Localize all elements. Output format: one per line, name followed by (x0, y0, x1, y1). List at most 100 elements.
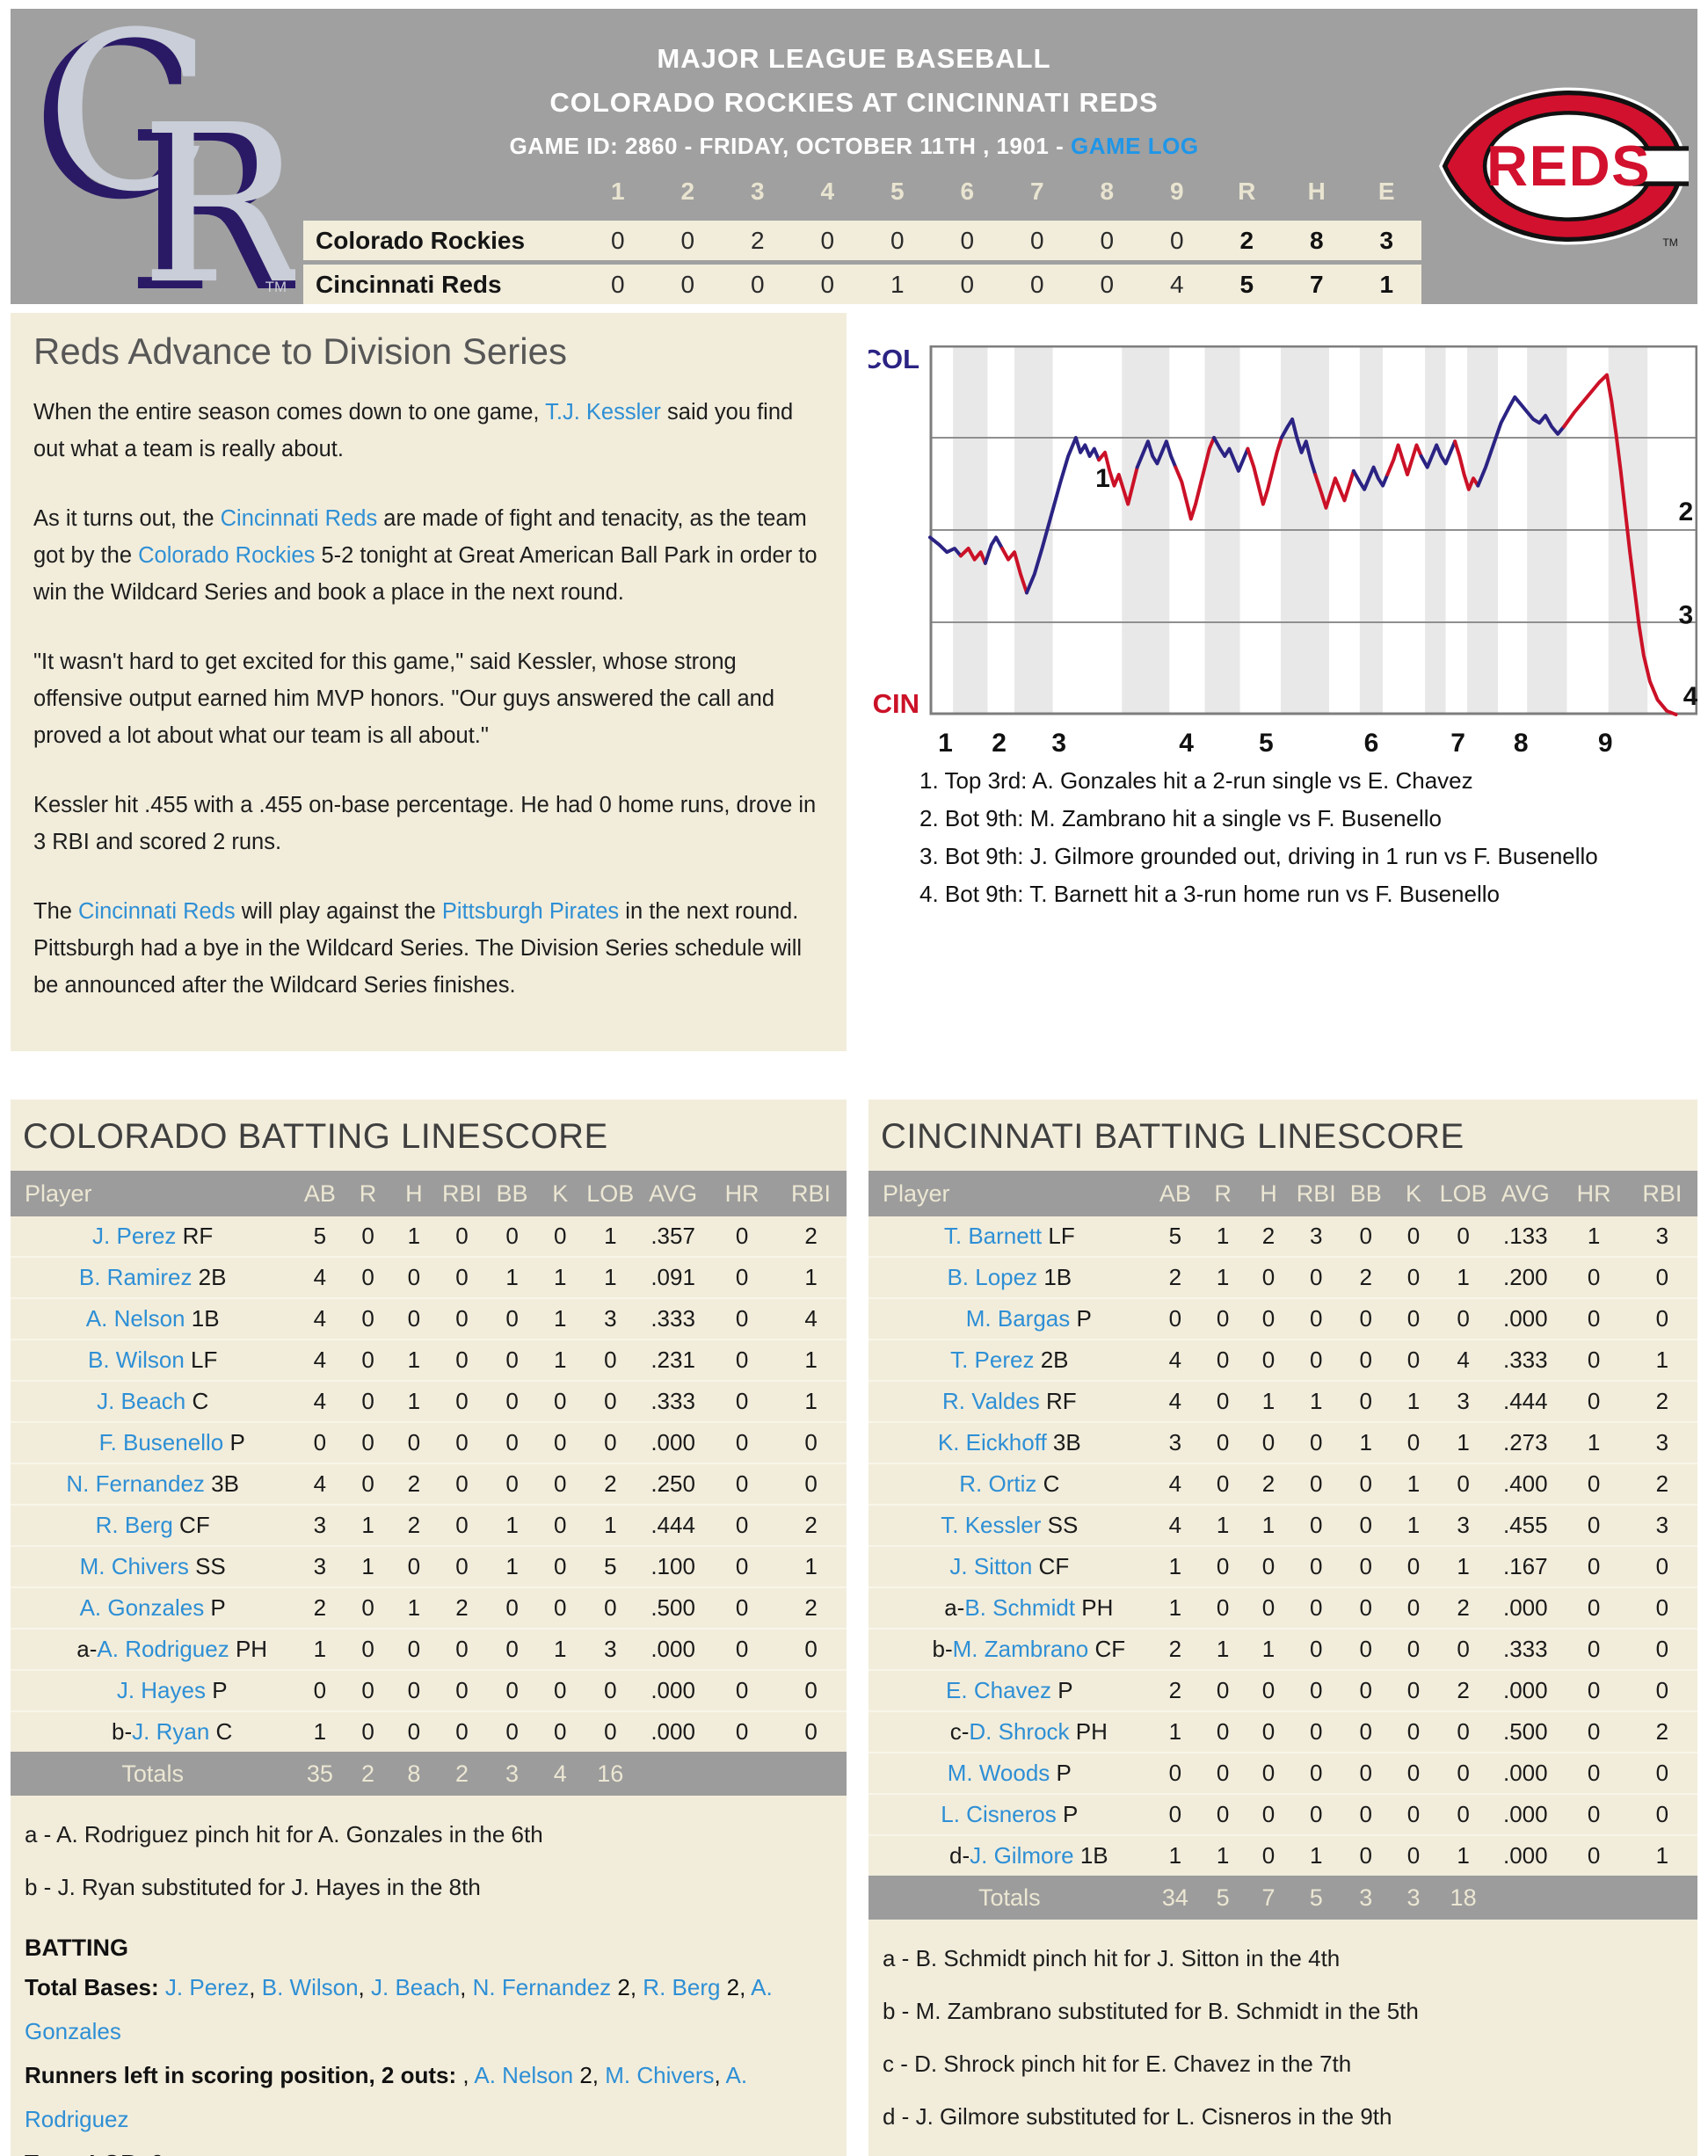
stat-cell: .273 (1490, 1421, 1561, 1463)
player-link[interactable]: B. Schmidt (964, 1594, 1076, 1621)
stat-cell: 1 (537, 1297, 584, 1339)
stat-cell: 1 (1435, 1256, 1491, 1298)
player-link[interactable]: N. Fernandez (66, 1470, 205, 1497)
player-link[interactable]: M. Woods (947, 1760, 1050, 1786)
player-link[interactable]: J. Beach (371, 1974, 461, 2000)
position-label: P (1056, 1801, 1079, 1827)
player-link[interactable]: Cincinnati Reds (78, 899, 236, 924)
totals-cell (637, 1752, 709, 1796)
inning-score: 4 (1169, 270, 1184, 298)
player-link[interactable]: T. Kessler (941, 1512, 1042, 1538)
player-link[interactable]: B. Wilson (87, 1347, 185, 1373)
chart-legend: 1. Top 3rd: A. Gonzales hit a 2-run sing… (919, 762, 1697, 913)
player-link[interactable]: M. Zambrano (952, 1636, 1089, 1662)
player-link[interactable]: A. Rodriguez (25, 2062, 748, 2132)
player-link[interactable]: J. Ryan (132, 1718, 210, 1745)
stat-cell: 1 (1200, 1504, 1246, 1546)
stat-cell: 0 (775, 1421, 847, 1463)
reds-logo-icon: REDS TM (1438, 87, 1689, 249)
player-link[interactable]: J. Gilmore (970, 1842, 1074, 1869)
stat-cell: 2 (1150, 1256, 1201, 1298)
stat-cell: .200 (1490, 1256, 1561, 1298)
player-link[interactable]: A. Gonzales (25, 1974, 773, 2044)
col-header-BB: BB (487, 1171, 538, 1216)
player-link[interactable]: T. Perez (950, 1347, 1035, 1373)
player-link[interactable]: Pittsburgh Pirates (441, 899, 620, 924)
stat-cell: 0 (1290, 1710, 1341, 1753)
player-link[interactable]: J. Sitton (949, 1553, 1033, 1579)
player-link[interactable]: M. Chivers (605, 2062, 715, 2088)
player-link[interactable]: J. Beach (97, 1388, 186, 1414)
stat-cell: 0 (1290, 1297, 1341, 1339)
position-label: CF (1032, 1553, 1070, 1579)
player-link[interactable]: A. Nelson (85, 1305, 185, 1332)
player-link[interactable]: F. Busenello (98, 1429, 224, 1455)
stat-cell: 0 (1435, 1628, 1491, 1670)
article-paragraph: As it turns out, the Cincinnati Reds are… (33, 500, 824, 611)
batter-row: R. Valdes RF 4 0 1 1 0 1 3.444 0 2 (869, 1380, 1697, 1422)
stat-cell: .100 (637, 1545, 709, 1587)
player-link[interactable]: B. Ramirez (78, 1264, 193, 1290)
game-log-link[interactable]: GAME LOG (1070, 133, 1199, 159)
linescore-col-E: E (1377, 178, 1395, 205)
player-link[interactable]: D. Shrock (969, 1718, 1070, 1745)
batter-row: F. Busenello P 0 0 0 0 0 0 0.000 0 0 (11, 1421, 847, 1463)
team-name: Colorado Rockies (316, 226, 526, 254)
position-label: PH (1075, 1594, 1114, 1621)
player-link[interactable]: R. Berg (643, 1974, 721, 2000)
substitution-note: c - D. Shrock pinch hit for E. Chavez in… (883, 2051, 1352, 2077)
position-label: C (185, 1388, 209, 1414)
stat-cell: 5 (583, 1545, 638, 1587)
col-header-R: R (1200, 1171, 1246, 1216)
chart-annotation-1: 1 (1095, 464, 1110, 493)
rhe-score: 8 (1309, 226, 1324, 254)
inning-score: 0 (680, 270, 695, 298)
player-link[interactable]: R. Ortiz (959, 1470, 1037, 1497)
col-header-Player: Player (11, 1171, 295, 1216)
player-link[interactable]: R. Berg (95, 1512, 173, 1538)
totals-row: Totals 34 5 7 5 3 3 18 (869, 1876, 1697, 1920)
player-link[interactable]: N. Fernandez (472, 1974, 612, 2000)
player-link[interactable]: B. Wilson (261, 1974, 359, 2000)
player-link[interactable]: Colorado Rockies (138, 543, 316, 568)
player-link[interactable]: J. Hayes (116, 1677, 206, 1703)
stat-cell: .167 (1490, 1545, 1561, 1587)
player-link[interactable]: T.J. Kessler (545, 400, 661, 425)
player-link[interactable]: M. Bargas (965, 1305, 1071, 1332)
player-link[interactable]: Cincinnati Reds (220, 506, 378, 531)
stat-cell: 2 (1626, 1380, 1697, 1422)
stat-cell: 0 (537, 1710, 584, 1752)
linescore-row: Cincinnati Reds 0 0 0 0 1 0 0 0 4 5 7 1 (303, 265, 1421, 304)
stat-cell: 0 (1626, 1793, 1697, 1835)
stat-cell: 1 (583, 1256, 638, 1298)
inning-tick-6: 6 (1364, 729, 1379, 758)
player-link[interactable]: K. Eickhoff (937, 1429, 1047, 1455)
stat-cell: 0 (345, 1380, 391, 1422)
stat-cell: .333 (1490, 1339, 1561, 1381)
stat-cell: 1 (775, 1380, 847, 1422)
player-link[interactable]: R. Valdes (941, 1388, 1040, 1414)
player-link[interactable]: E. Chavez (946, 1677, 1051, 1703)
win-probability-block: 1 2 3 4 COL CIN 1 2 3 4 5 6 7 8 9 1. Top 3rd: A. Gonza… (869, 313, 1697, 913)
player-link[interactable]: B. Lopez (947, 1264, 1038, 1290)
player-link[interactable]: A. Nelson (474, 2062, 574, 2088)
totals-cell: 34 (1150, 1876, 1201, 1920)
rockies-logo-icon: C C R R TM (32, 12, 295, 299)
totals-label: Totals (11, 1752, 295, 1796)
stat-cell: 1 (1341, 1421, 1392, 1463)
player-link[interactable]: T. Barnett (943, 1223, 1043, 1249)
position-label: 3B (204, 1470, 239, 1497)
player-link[interactable]: L. Cisneros (941, 1801, 1057, 1827)
stat-cell: 0 (583, 1710, 638, 1752)
stat-cell: 0 (361, 1223, 374, 1249)
stat-cell: 1 (1246, 1504, 1291, 1546)
col-header-HR: HR (709, 1171, 776, 1216)
player-link[interactable]: A. Gonzales (79, 1594, 205, 1621)
linescore-col-8: 8 (1100, 178, 1115, 205)
player-link[interactable]: A. Rodriguez (97, 1636, 229, 1662)
player-link[interactable]: J. Perez (164, 1974, 250, 2000)
player-link[interactable]: M. Chivers (79, 1553, 189, 1579)
batter-row: L. Cisneros P 0 0 0 0 0 0 0.000 0 0 (869, 1793, 1697, 1835)
stat-cell: 1 (1150, 1545, 1201, 1587)
player-link[interactable]: J. Perez (92, 1223, 177, 1249)
